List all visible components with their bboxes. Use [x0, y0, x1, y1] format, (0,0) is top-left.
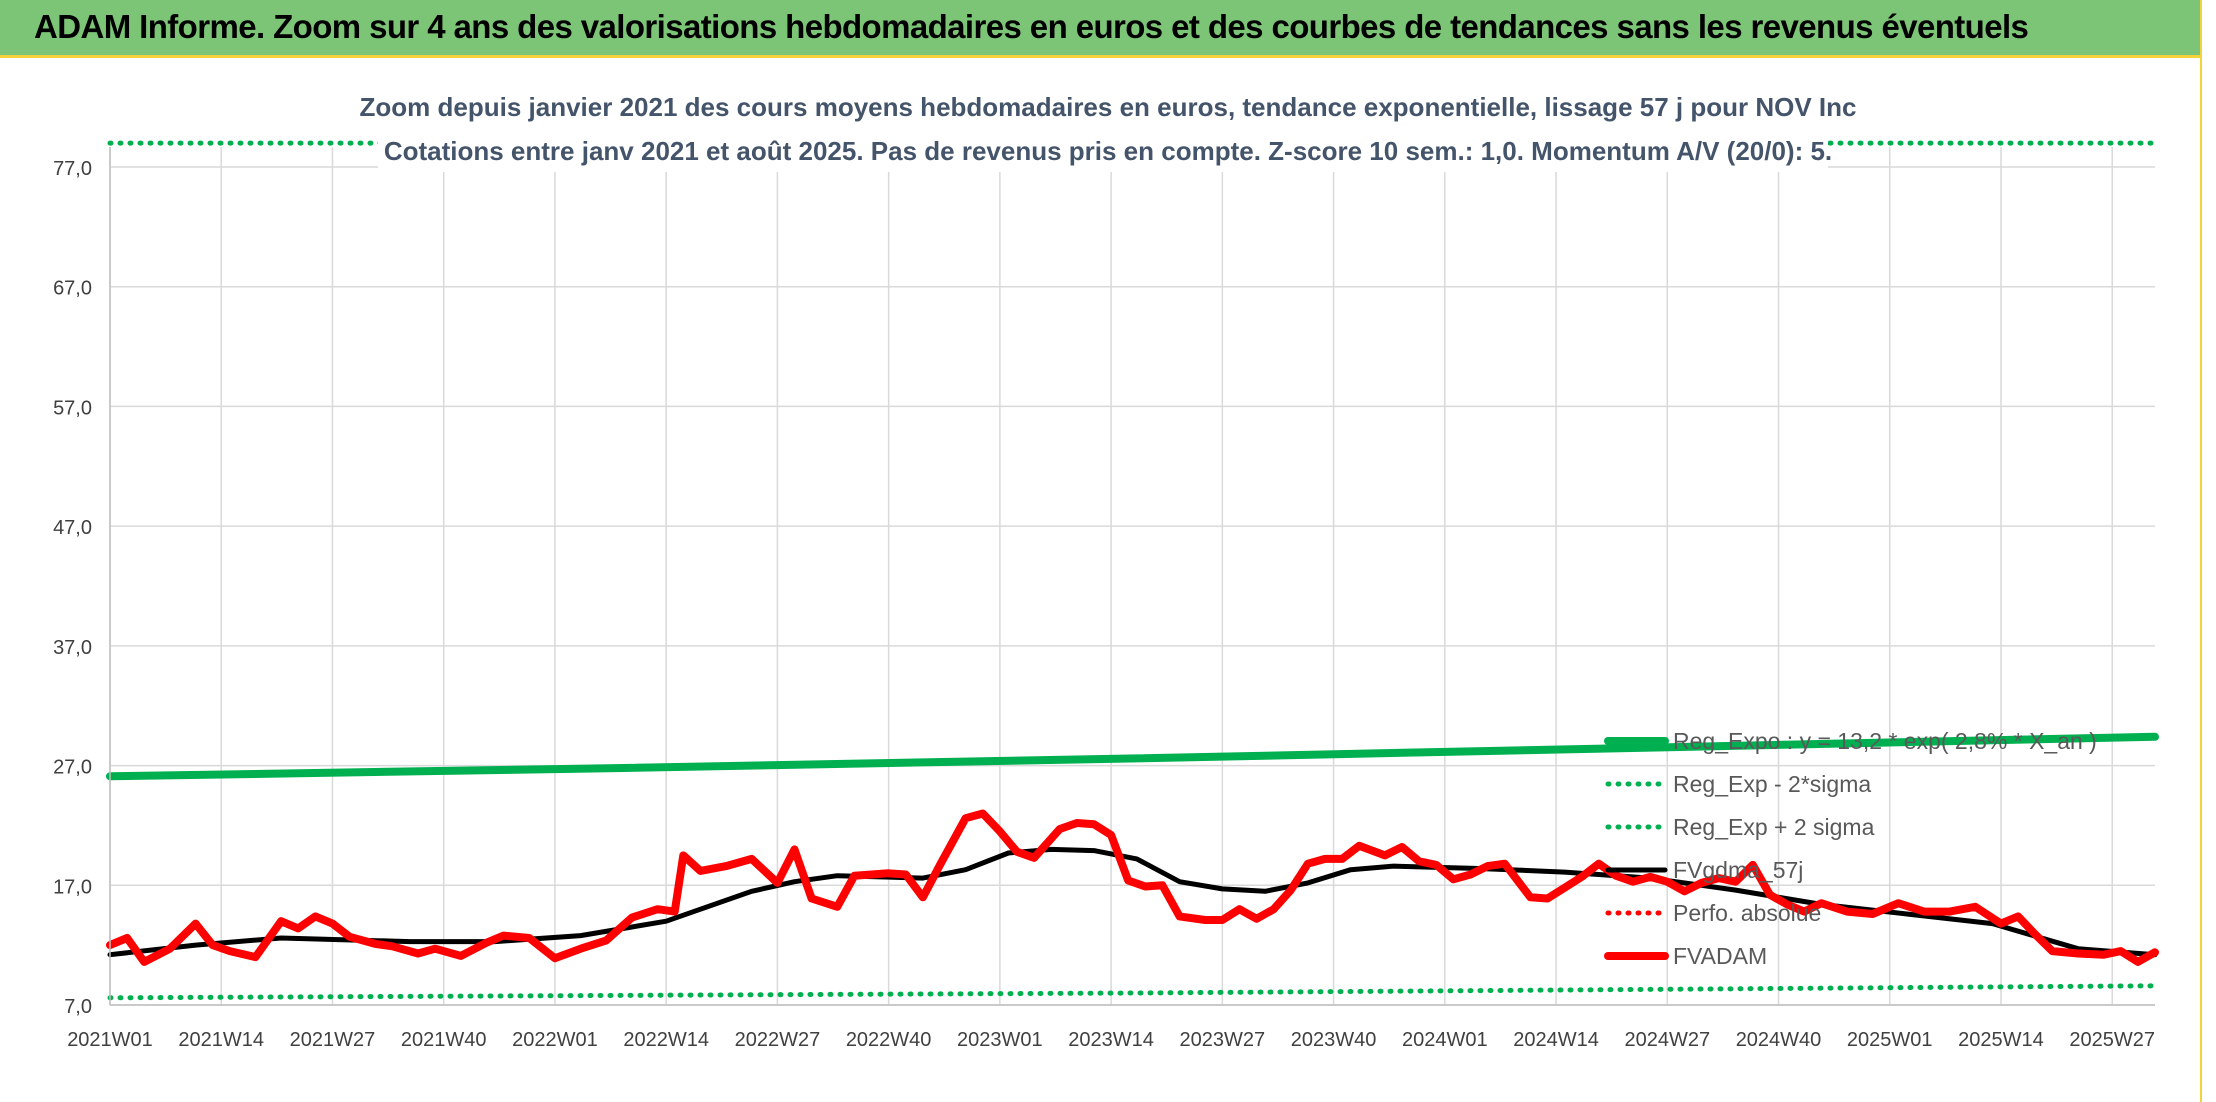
header-banner: ADAM Informe. Zoom sur 4 ans des valoris… [0, 0, 2200, 58]
x-tick-label: 2023W01 [957, 1029, 1043, 1051]
axes: 77,0 67,0 57,0 47,0 37,0 27,0 17,0 7,0 2021W01 20… [53, 147, 2155, 1051]
x-tick-label: 2022W40 [846, 1029, 932, 1051]
chart-title: Zoom depuis janvier 2021 des cours moyen… [360, 92, 1857, 122]
y-tick-label: 7,0 [64, 996, 92, 1018]
y-tick-label: 67,0 [53, 278, 92, 300]
x-tick-label: 2022W01 [512, 1029, 598, 1051]
x-tick-label: 2023W14 [1068, 1029, 1154, 1051]
y-tick-label: 57,0 [53, 397, 92, 419]
x-tick-label: 2025W14 [1958, 1029, 2044, 1051]
y-tick-label: 77,0 [53, 158, 92, 180]
series-line-5 [106, 809, 2159, 966]
y-tick-label: 47,0 [53, 517, 92, 539]
x-tick-label: 2021W14 [178, 1029, 264, 1051]
x-tick-label: 2021W40 [401, 1029, 487, 1051]
y-tick-label: 27,0 [53, 757, 92, 779]
legend: Reg_Expo : y = 13,2 * exp( 2,8% * X_an )… [1604, 728, 2097, 969]
x-tick-label: 2022W14 [623, 1029, 709, 1051]
series-line-0 [106, 732, 2159, 781]
title-backdrop [378, 84, 1828, 172]
grid [109, 147, 2155, 1006]
legend-label-5: FVADAM [1673, 943, 1767, 969]
right-edge-strip [2200, 0, 2216, 1102]
legend-label-3: FVgdma_57j [1673, 857, 1803, 883]
legend-label-0: Reg_Expo : y = 13,2 * exp( 2,8% * X_an ) [1673, 728, 2097, 754]
series-layer [106, 140, 2159, 1001]
series-line-3 [107, 846, 2158, 958]
y-tick-label: 37,0 [53, 637, 92, 659]
legend-label-1: Reg_Exp - 2*sigma [1673, 771, 1871, 797]
legend-label-2: Reg_Exp + 2 sigma [1673, 814, 1875, 840]
x-tick-label: 2024W27 [1624, 1029, 1710, 1051]
x-tick-label: 2021W01 [67, 1029, 153, 1051]
x-tick-label: 2024W01 [1402, 1029, 1488, 1051]
x-tick-label: 2025W27 [2069, 1029, 2155, 1051]
x-tick-label: 2023W40 [1291, 1029, 1377, 1051]
x-tick-label: 2021W27 [290, 1029, 376, 1051]
page-title: ADAM Informe. Zoom sur 4 ans des valoris… [34, 8, 2029, 45]
series-line-1 [107, 983, 2158, 1001]
x-tick-label: 2024W14 [1513, 1029, 1599, 1051]
line-chart: 77,0 67,0 57,0 47,0 37,0 27,0 17,0 7,0 2021W01 20… [53, 84, 2159, 1051]
x-tick-label: 2022W27 [735, 1029, 821, 1051]
x-tick-label: 2025W01 [1847, 1029, 1933, 1051]
chart-subtitle: Cotations entre janv 2021 et août 2025. … [384, 136, 1832, 166]
y-tick-label: 17,0 [53, 876, 92, 898]
x-tick-label: 2024W40 [1736, 1029, 1822, 1051]
x-tick-label: 2023W27 [1180, 1029, 1266, 1051]
chart-title-block: Zoom depuis janvier 2021 des cours moyen… [360, 84, 1857, 172]
legend-label-4: Perfo. absolue [1673, 900, 1821, 926]
